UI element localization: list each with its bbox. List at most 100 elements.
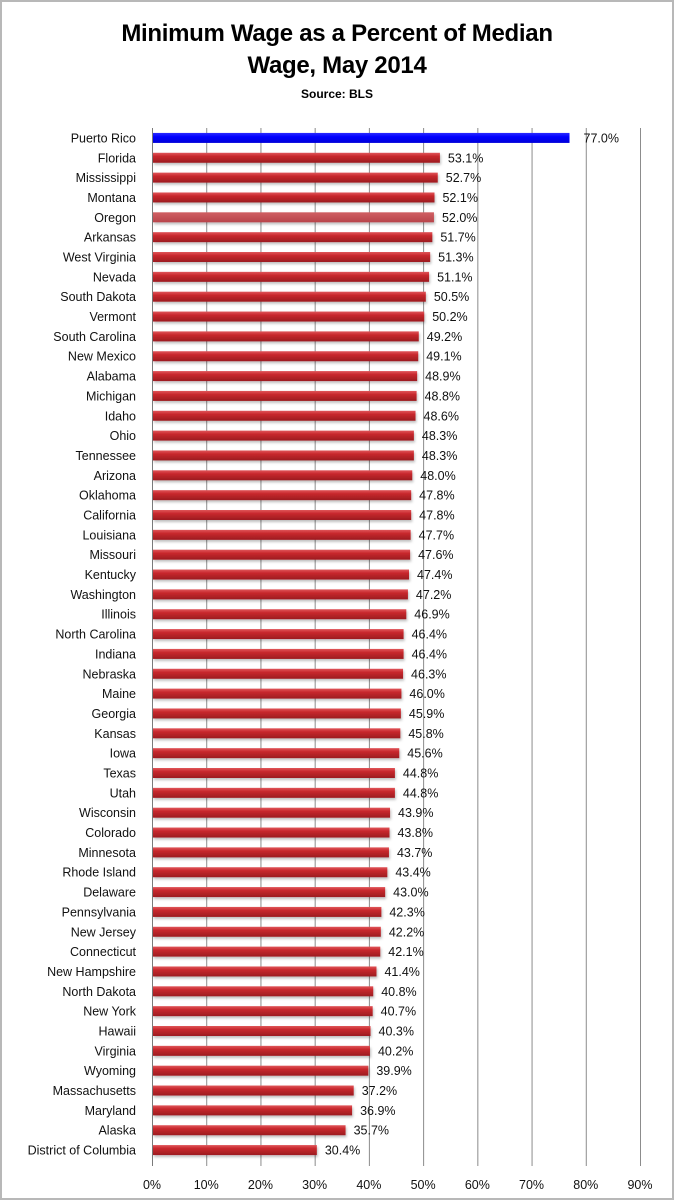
x-tick-label: 50% <box>411 1178 436 1192</box>
value-label: 37.2% <box>362 1084 397 1098</box>
value-label: 46.0% <box>409 687 444 701</box>
bar-tennessee <box>153 450 414 461</box>
bar-illinois <box>153 609 407 620</box>
bar-utah <box>153 787 395 798</box>
bar-montana <box>153 192 435 203</box>
category-label: Connecticut <box>70 945 137 959</box>
value-label: 52.0% <box>442 211 477 225</box>
value-label: 43.4% <box>395 866 430 880</box>
value-label: 39.9% <box>376 1064 411 1078</box>
category-label: Louisiana <box>82 528 136 542</box>
x-tick-label: 80% <box>573 1178 598 1192</box>
value-label: 43.8% <box>397 826 432 840</box>
category-label: North Carolina <box>55 628 136 642</box>
value-label: 44.8% <box>403 767 438 781</box>
x-tick-label: 20% <box>248 1178 273 1192</box>
chart-title-line-2: Wage, May 2014 <box>247 52 427 79</box>
x-tick-label: 0% <box>143 1178 161 1192</box>
value-label: 50.5% <box>434 290 469 304</box>
category-label: Washington <box>70 588 136 602</box>
value-label: 53.1% <box>448 151 483 165</box>
bar-hawaii <box>153 1026 371 1036</box>
category-label: Maine <box>102 687 136 701</box>
category-label: New Mexico <box>68 350 136 364</box>
value-label: 42.1% <box>388 945 423 959</box>
category-label: Wisconsin <box>79 806 136 820</box>
value-label: 51.3% <box>438 251 473 265</box>
bar-maryland <box>153 1105 353 1116</box>
bar-wisconsin <box>153 807 391 818</box>
value-label: 48.3% <box>422 429 457 443</box>
value-label: 45.9% <box>409 707 444 721</box>
value-label: 43.7% <box>397 846 432 860</box>
category-label: Arizona <box>94 469 136 483</box>
bar-missouri <box>153 549 411 560</box>
bar-georgia <box>153 708 401 719</box>
bar-louisiana <box>153 529 411 540</box>
value-label: 45.6% <box>407 747 442 761</box>
x-axis-tick-labels: 0% 10% 20% 30% 40% 50% 60% 70% 80% 90% <box>143 1178 653 1192</box>
category-label: Texas <box>103 767 136 781</box>
category-label: Florida <box>98 151 136 165</box>
category-label: Virginia <box>95 1044 137 1058</box>
bar-nebraska <box>153 668 404 679</box>
bars <box>153 132 570 1156</box>
bar-new-jersey <box>153 926 381 937</box>
category-label: Idaho <box>105 409 136 423</box>
bar-puerto-rico <box>153 132 570 143</box>
bar-nevada <box>153 271 430 282</box>
bar-colorado <box>153 827 390 838</box>
chart-subtitle: Source: BLS <box>300 87 373 101</box>
chart-title-line-1: Minimum Wage as a Percent of Median <box>121 20 553 47</box>
value-label: 40.8% <box>381 985 416 999</box>
value-label: 52.1% <box>442 191 477 205</box>
category-label: Mississippi <box>76 171 136 185</box>
category-labels: Puerto Rico Florida Mississippi Montana Oreg… <box>28 131 137 1157</box>
bar-florida <box>153 152 440 163</box>
category-label: Tennessee <box>76 449 137 463</box>
value-label: 48.3% <box>422 449 457 463</box>
bar-arizona <box>153 470 413 481</box>
category-label: California <box>83 509 136 523</box>
bar-kentucky <box>153 569 410 580</box>
value-label: 48.9% <box>425 370 460 384</box>
bar-massachusetts <box>153 1085 354 1096</box>
bar-district-of-columbia <box>153 1145 317 1156</box>
category-label: Rhode Island <box>62 866 136 880</box>
category-label: Maryland <box>85 1104 136 1118</box>
bar-delaware <box>153 887 386 898</box>
bar-new-mexico <box>153 351 419 362</box>
value-label: 35.7% <box>354 1124 389 1138</box>
bar-rhode-island <box>153 867 388 878</box>
category-label: West Virginia <box>63 251 136 265</box>
bar-idaho <box>153 410 416 421</box>
x-tick-label: 30% <box>302 1178 327 1192</box>
value-label: 52.7% <box>446 171 481 185</box>
category-label: Montana <box>87 191 136 205</box>
category-label: Indiana <box>95 647 136 661</box>
bar-north-carolina <box>153 629 404 640</box>
bar-new-york <box>153 1006 373 1017</box>
bar-michigan <box>153 390 417 401</box>
category-label: Missouri <box>89 548 136 562</box>
value-label: 30.4% <box>325 1144 360 1158</box>
value-label: 42.2% <box>389 925 424 939</box>
category-label: South Dakota <box>60 290 136 304</box>
bar-connecticut <box>153 946 381 957</box>
value-label: 40.2% <box>378 1044 413 1058</box>
category-label: Oklahoma <box>79 489 136 503</box>
category-label: Ohio <box>110 429 136 443</box>
bar-new-hampshire <box>153 966 377 977</box>
category-label: Massachusetts <box>53 1084 136 1098</box>
category-label: New York <box>83 1005 137 1019</box>
value-label: 50.2% <box>432 310 467 324</box>
value-label: 40.3% <box>379 1025 414 1039</box>
category-label: Alabama <box>87 370 136 384</box>
x-tick-label: 10% <box>194 1178 219 1192</box>
bar-arkansas <box>153 232 433 243</box>
category-label: Oregon <box>94 211 136 225</box>
x-tick-label: 70% <box>519 1178 544 1192</box>
value-label: 47.8% <box>419 509 454 523</box>
value-label: 47.2% <box>416 588 451 602</box>
